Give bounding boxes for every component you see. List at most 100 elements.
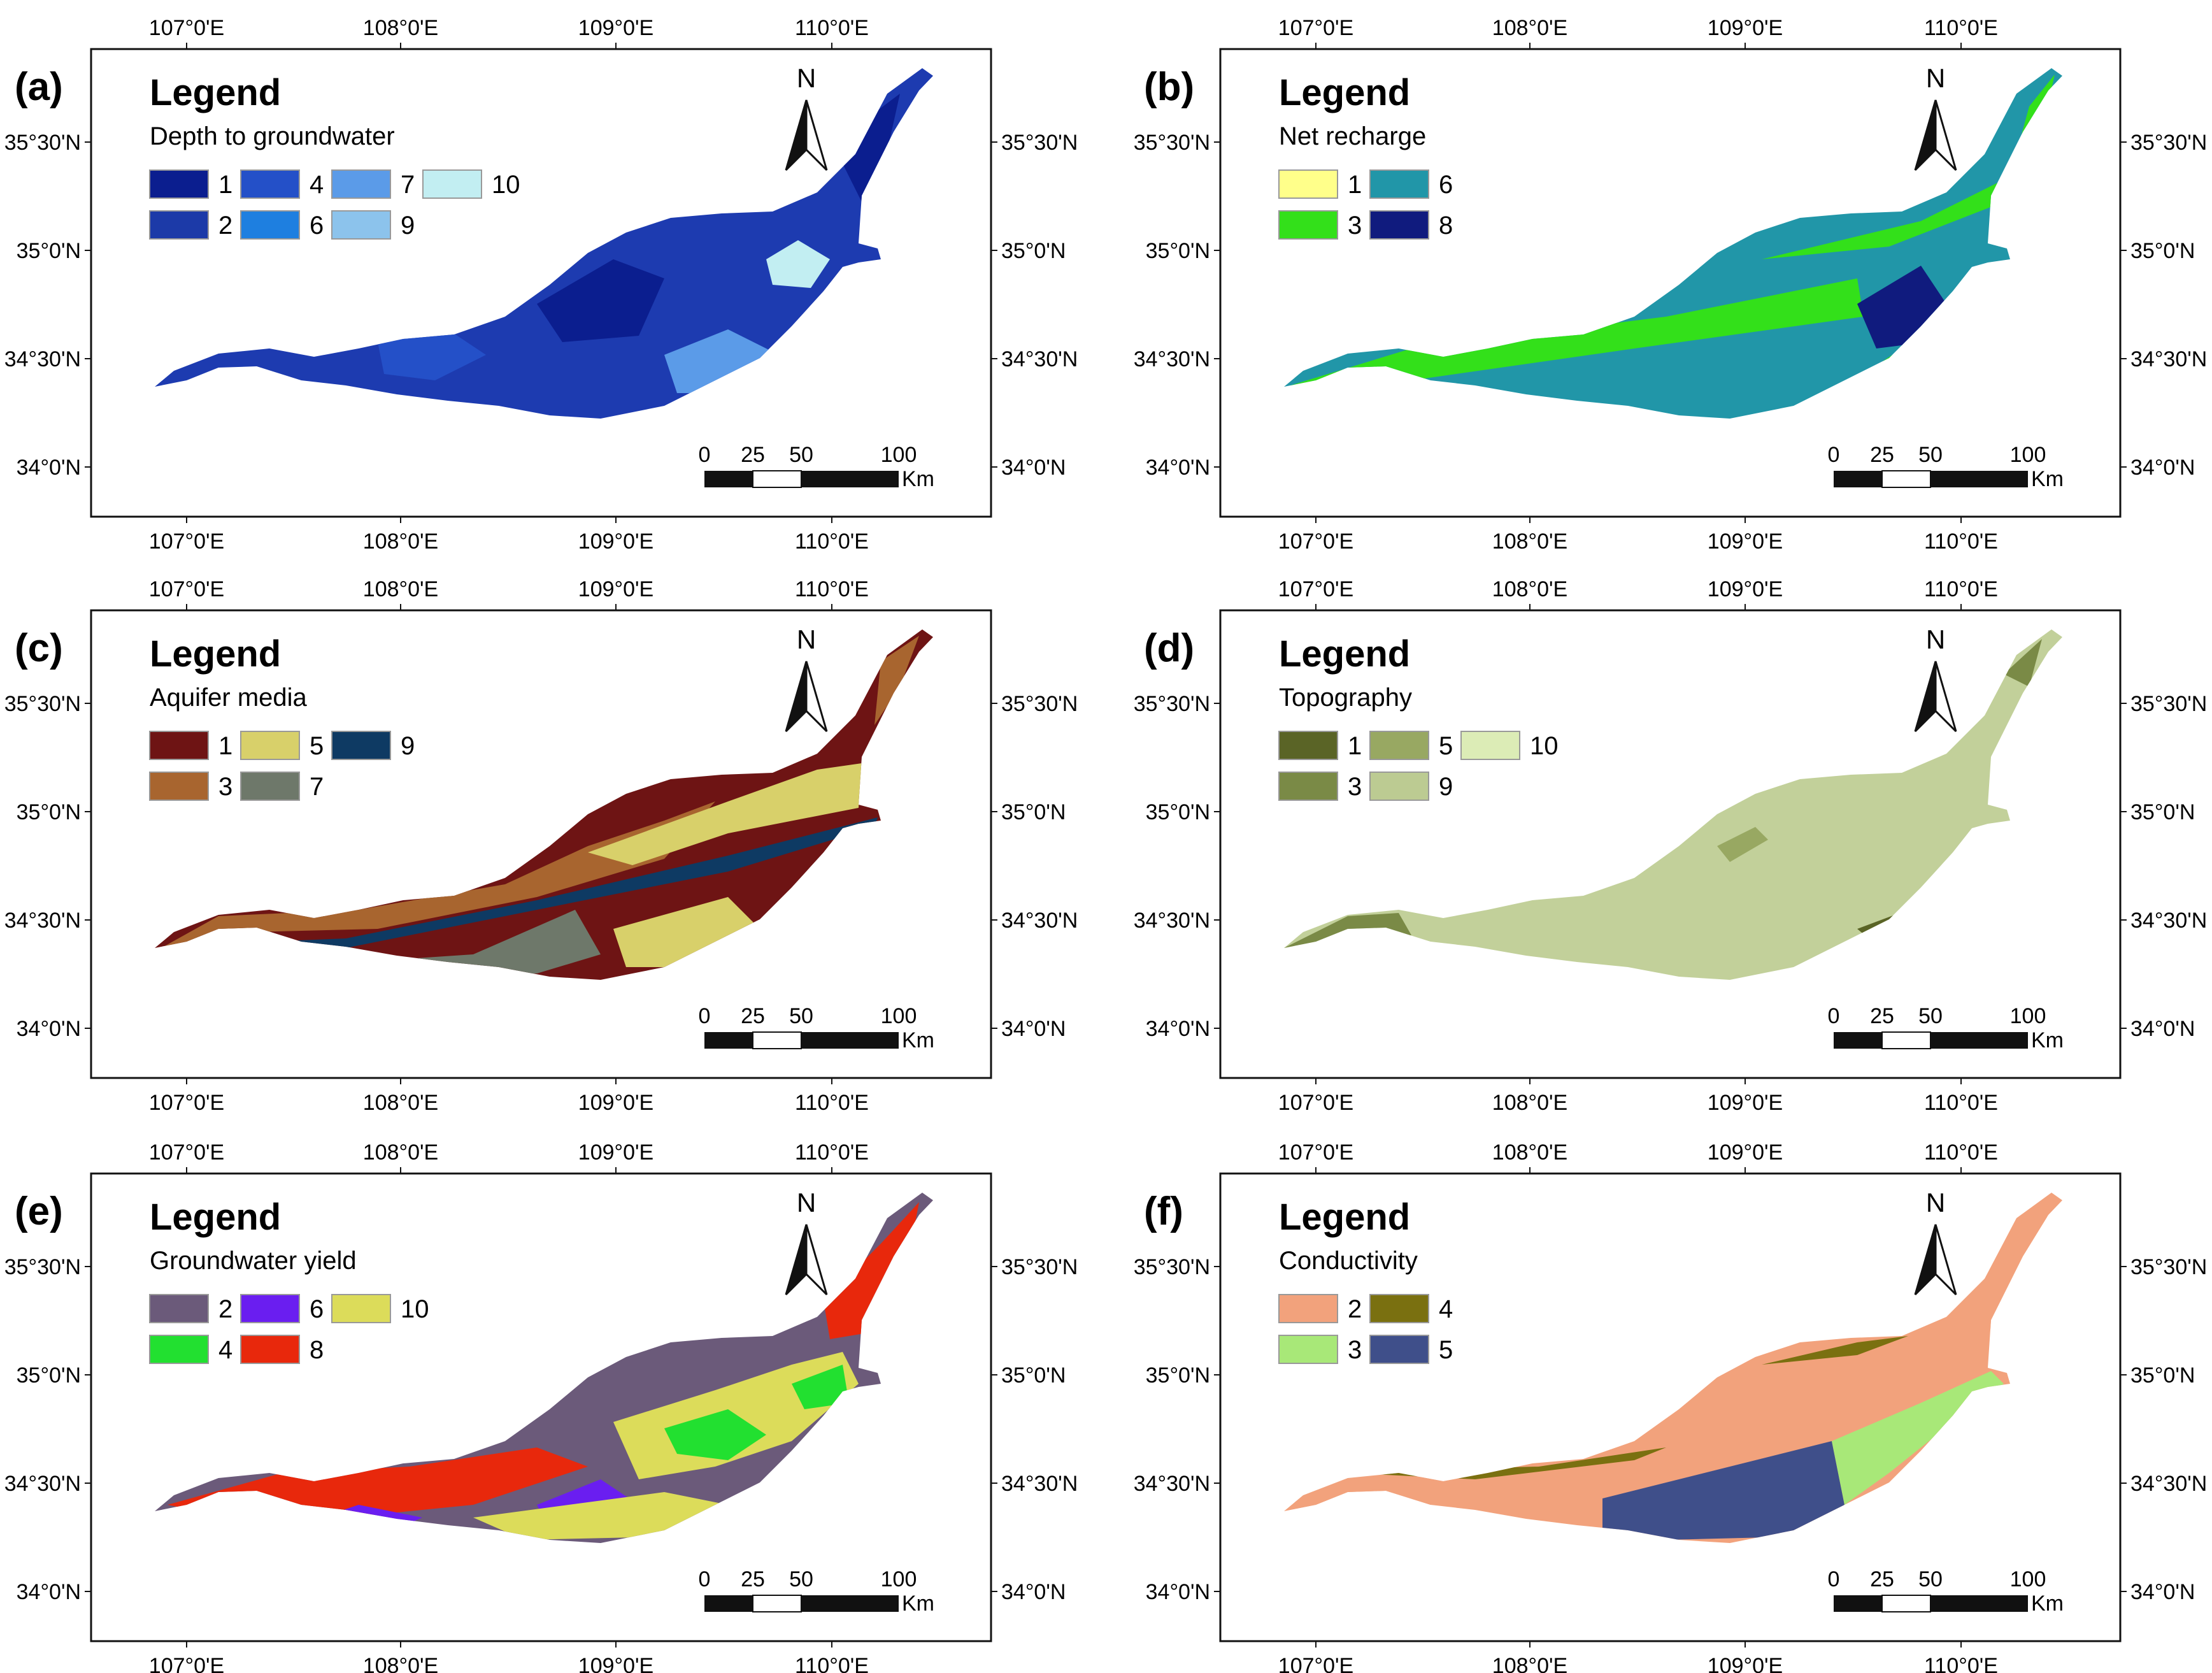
legend-swatch-label: 7 [310,773,324,801]
lon-label-top: 110°0'E [1924,577,1998,601]
legend-swatch [332,731,390,759]
lat-label-left: 35°0'N [17,800,81,824]
lon-label-top: 110°0'E [795,1140,869,1165]
legend-swatch [332,1295,390,1323]
lat-label-right: 34°0'N [2130,1017,2195,1041]
lon-label-bottom: 108°0'E [1492,1091,1567,1115]
lon-label-top: 107°0'E [149,577,224,601]
legend-swatch-label: 8 [1439,212,1453,240]
lat-label-left: 35°30'N [1134,1255,1210,1279]
legend-subtitle: Depth to groundwater [150,122,395,150]
legend-heading: Legend [150,1196,281,1238]
lon-label-top: 110°0'E [795,577,869,601]
scalebar-segment [1882,1595,1930,1612]
lat-label-left: 35°30'N [1134,692,1210,716]
lon-label-top: 108°0'E [1492,16,1567,40]
map-frame [1220,1174,2120,1641]
scalebar-unit: Km [902,467,934,491]
scalebar-label: 100 [2010,1004,2046,1028]
lon-label-top: 107°0'E [1278,1140,1353,1165]
scalebar-segment [704,1595,753,1612]
lat-label-left: 35°0'N [17,239,81,263]
scalebar-segment [1834,1595,1882,1612]
legend-swatch [1370,211,1429,239]
legend-swatch-label: 3 [1348,1336,1362,1364]
legend-swatch-label: 5 [310,732,324,760]
legend-heading: Legend [1279,72,1410,113]
legend-swatch [1279,1295,1338,1323]
lon-label-top: 109°0'E [578,16,653,40]
legend-swatch [1370,772,1429,800]
scalebar-label: 50 [1918,443,1943,467]
north-label: N [1926,624,1945,654]
lon-label-bottom: 109°0'E [1708,529,1783,554]
legend-swatch [150,1335,208,1363]
legend-swatch [241,211,299,239]
scalebar-segment [753,471,801,487]
scalebar-segment [753,1032,801,1049]
legend-swatch [241,170,299,198]
legend-swatch-label: 6 [310,212,324,240]
map-frame [91,1174,991,1641]
lat-label-right: 34°30'N [1001,1472,1078,1496]
legend-heading: Legend [1279,1196,1410,1238]
legend-swatch-label: 5 [1439,732,1453,760]
scalebar-segment [801,1032,899,1049]
legend-swatch [1279,170,1338,198]
lon-label-bottom: 110°0'E [1924,1654,1998,1673]
legend-swatch [1461,731,1520,759]
legend-heading: Legend [150,72,281,113]
north-label: N [797,1188,816,1217]
scalebar-segment [801,1595,899,1612]
lon-label-bottom: 109°0'E [578,1654,653,1673]
lon-label-top: 109°0'E [1708,577,1783,601]
scalebar-unit: Km [902,1028,934,1052]
scalebar-unit: Km [2031,467,2064,491]
legend-swatch [1370,1335,1429,1363]
scalebar-segment [704,1032,753,1049]
legend-swatch-label: 4 [310,171,324,199]
legend-swatch [332,170,390,198]
legend-swatch [1370,1295,1429,1323]
lat-label-right: 34°0'N [1001,456,1066,480]
lon-label-bottom: 108°0'E [1492,529,1567,554]
lon-label-top: 110°0'E [1924,1140,1998,1165]
lon-label-top: 107°0'E [1278,577,1353,601]
lon-label-bottom: 108°0'E [363,529,438,554]
lon-label-top: 109°0'E [1708,1140,1783,1165]
panel-tag: (b) [1144,65,1194,109]
legend-subtitle: Topography [1279,684,1412,712]
scalebar-segment [1834,471,1882,487]
legend-swatch-label: 6 [1439,171,1453,199]
lat-label-right: 35°30'N [2130,131,2207,155]
lat-label-right: 34°0'N [1001,1017,1066,1041]
scalebar-unit: Km [902,1591,934,1616]
lon-label-bottom: 110°0'E [795,529,869,554]
legend-swatch [241,731,299,759]
lat-label-right: 35°0'N [2130,239,2195,263]
lat-label-left: 34°30'N [4,347,81,371]
lon-label-top: 110°0'E [1924,16,1998,40]
legend-heading: Legend [1279,633,1410,675]
legend-swatch-label: 3 [1348,773,1362,801]
scalebar-label: 100 [881,1567,917,1591]
scalebar-label: 0 [1828,1004,1840,1028]
lon-label-bottom: 107°0'E [149,529,224,554]
scalebar-label: 0 [699,1567,711,1591]
lat-label-left: 34°30'N [1134,347,1210,371]
north-label: N [1926,1188,1945,1217]
lat-label-right: 35°30'N [1001,692,1078,716]
scalebar-label: 0 [699,1004,711,1028]
legend-swatch-label: 7 [401,171,415,199]
lat-label-right: 34°0'N [2130,1580,2195,1604]
lon-label-top: 110°0'E [795,16,869,40]
lat-label-left: 35°30'N [4,1255,81,1279]
lat-label-left: 35°0'N [17,1363,81,1388]
north-label: N [797,63,816,93]
lat-label-left: 35°30'N [4,131,81,155]
lon-label-top: 109°0'E [578,1140,653,1165]
lat-label-left: 35°30'N [4,692,81,716]
legend-swatch-label: 3 [218,773,232,801]
legend-swatch [423,170,482,198]
map-panel: 107°0'E 107°0'E 108°0'E 108°0'E 109°0'E 109°0… [1134,16,2208,554]
